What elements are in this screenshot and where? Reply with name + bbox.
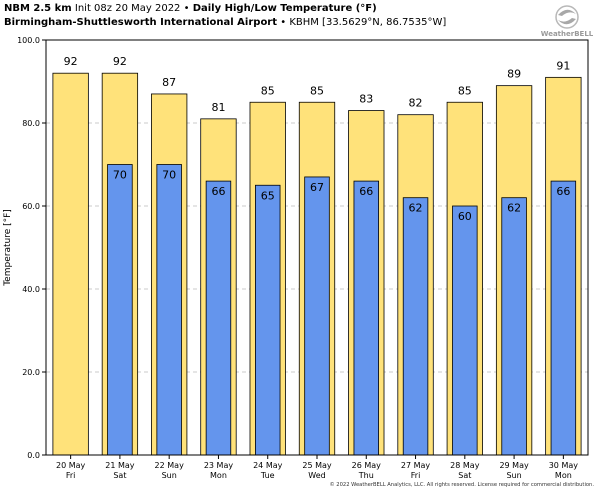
- copyright-notice: © 2022 WeatherBELL Analytics, LLC. All r…: [329, 482, 594, 488]
- high-temp-label: 91: [556, 59, 570, 72]
- logo-text: WeatherBELL: [541, 30, 594, 38]
- x-tick-label: Wed: [308, 471, 325, 480]
- low-temp-label: 67: [310, 181, 324, 194]
- init-time: Init 08z 20 May 2022: [74, 3, 181, 14]
- x-tick-label: Fri: [411, 471, 421, 480]
- bars: [52, 72, 582, 456]
- y-tick-label: 20.0: [22, 368, 40, 377]
- y-tick-label: 0.0: [27, 451, 40, 460]
- low-temp-bar: [550, 180, 577, 456]
- low-temp-bar: [156, 164, 182, 456]
- high-temp-label: 92: [64, 55, 78, 68]
- low-temp-label: 66: [211, 185, 225, 198]
- low-temp-label: 62: [409, 202, 423, 215]
- x-tick-label: 22 May: [155, 461, 185, 470]
- x-tick-label: 20 May: [56, 461, 86, 470]
- low-temp-label: 60: [458, 210, 472, 223]
- x-tick-label: Mon: [555, 471, 572, 480]
- low-temp-label: 62: [507, 202, 521, 215]
- low-temp-label: 70: [113, 169, 127, 182]
- x-tick-label: 30 May: [549, 461, 579, 470]
- plot-frame: [45, 39, 589, 456]
- header-line-2: Birmingham-Shuttlesworth International A…: [4, 16, 524, 30]
- x-tick-label: 23 May: [204, 461, 234, 470]
- high-temp-label: 89: [507, 68, 521, 81]
- separator: •: [280, 17, 287, 28]
- low-temp-bar: [452, 205, 478, 456]
- x-tick-label: 21 May: [105, 461, 135, 470]
- high-temp-bar: [52, 72, 89, 456]
- separator: •: [183, 3, 190, 14]
- x-tick-label: Sun: [162, 471, 177, 480]
- x-tick-label: 24 May: [253, 461, 283, 470]
- low-temp-bar: [402, 197, 429, 456]
- low-temp-bar: [255, 184, 281, 456]
- low-temp-bar: [501, 197, 527, 456]
- high-temp-label: 83: [359, 93, 373, 106]
- weatherbell-logo: WeatherBELL: [538, 3, 596, 39]
- x-tick-label: 25 May: [302, 461, 332, 470]
- model-name: NBM 2.5 km: [4, 3, 72, 14]
- x-tick-label: Mon: [210, 471, 227, 480]
- low-temp-label: 70: [162, 169, 176, 182]
- station-code: KBHM [33.5629°N, 86.7535°W]: [289, 17, 447, 28]
- x-tick-label: Thu: [358, 471, 374, 480]
- weatherbell-swirl-logo: WeatherBELL: [541, 5, 594, 38]
- x-tick-label: 26 May: [352, 461, 382, 470]
- low-temp-label: 66: [359, 185, 373, 198]
- y-tick-label: 40.0: [22, 285, 40, 294]
- high-temp-label: 82: [409, 97, 423, 110]
- y-axis-label: Temperature [°F]: [3, 209, 13, 287]
- low-temp-bar: [205, 180, 232, 456]
- high-temp-label: 81: [211, 101, 225, 114]
- station-name: Birmingham-Shuttlesworth International A…: [4, 17, 278, 28]
- high-temp-label: 85: [310, 84, 324, 97]
- y-tick-label: 80.0: [22, 119, 40, 128]
- low-temp-bar: [353, 180, 379, 456]
- x-tick-label: 27 May: [401, 461, 431, 470]
- y-tick-label: 60.0: [22, 202, 40, 211]
- product-title: Daily High/Low Temperature (°F): [192, 3, 377, 14]
- high-temp-label: 87: [162, 76, 176, 89]
- y-tick-label: 100.0: [17, 36, 40, 45]
- low-temp-bar: [107, 164, 133, 456]
- low-temp-bar: [304, 176, 330, 456]
- x-tick-label: Sun: [506, 471, 521, 480]
- chart-header: NBM 2.5 km Init 08z 20 May 2022 • Daily …: [4, 2, 524, 30]
- x-tick-label: Fri: [66, 471, 76, 480]
- x-tick-label: Sat: [458, 471, 471, 480]
- high-temp-label: 92: [113, 55, 127, 68]
- header-line-1: NBM 2.5 km Init 08z 20 May 2022 • Daily …: [4, 2, 524, 16]
- high-temp-label: 85: [261, 84, 275, 97]
- x-tick-label: 29 May: [499, 461, 529, 470]
- x-tick-label: 28 May: [450, 461, 480, 470]
- high-temp-label: 85: [458, 84, 472, 97]
- data-labels: 92 92 70 87 70 81 66 85 65 85 67 83 66 82 62 85 60 89 62 91…: [64, 55, 571, 223]
- low-temp-label: 66: [556, 185, 570, 198]
- x-tick-label: Tue: [260, 471, 275, 480]
- x-tick-label: Sat: [113, 471, 126, 480]
- low-temp-label: 65: [261, 189, 275, 202]
